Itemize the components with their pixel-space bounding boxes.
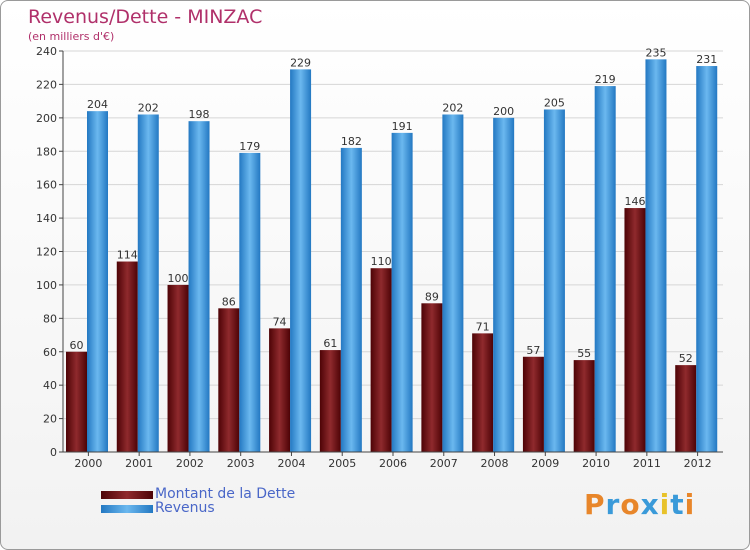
y-tick-label: 100 [36,279,57,292]
x-tick-label: 2010 [582,457,610,470]
data-label-revenus-2003: 179 [239,140,260,153]
bar-debt-2004 [269,328,291,452]
bar-revenus-2002 [188,121,210,453]
data-label-debt-2010: 55 [577,347,591,360]
x-tick-label: 2007 [430,457,458,470]
x-tick-label: 2011 [633,457,661,470]
bar-revenus-2008 [493,117,515,452]
legend-label-revenus: Revenus [155,500,215,516]
data-label-revenus-2011: 235 [645,46,666,59]
data-label-debt-2006: 110 [371,255,392,268]
data-label-debt-2012: 52 [679,352,693,365]
x-tick-label: 2004 [277,457,305,470]
x-tick-label: 2002 [176,457,204,470]
chart-title: Revenus/Dette - MINZAC [28,6,263,28]
y-tick-label: 40 [43,379,57,392]
bar-revenus-2012 [696,66,718,452]
bar-debt-2005 [319,350,341,452]
y-tick-label: 60 [43,346,57,359]
bar-revenus-2011 [645,59,667,453]
legend-swatch-revenus [101,505,153,513]
x-tick-label: 2003 [227,457,255,470]
data-label-revenus-2012: 231 [696,53,717,66]
data-label-debt-2007: 89 [425,290,439,303]
y-tick-label: 180 [36,145,57,158]
bar-debt-2007 [421,303,443,452]
data-label-revenus-2006: 191 [392,120,413,133]
data-label-revenus-2001: 202 [138,101,159,114]
y-tick-label: 0 [50,446,57,459]
data-label-debt-2000: 60 [70,339,84,352]
data-label-revenus-2000: 204 [87,98,108,111]
bar-revenus-2010 [594,86,616,453]
data-label-debt-2002: 100 [168,272,189,285]
x-tick-label: 2012 [684,457,712,470]
y-tick-label: 20 [43,413,57,426]
bar-debt-2001 [116,261,138,452]
bar-debt-2000 [66,351,87,452]
bar-debt-2010 [573,360,595,452]
data-label-debt-2001: 114 [117,249,138,262]
x-tick-label: 2006 [379,457,407,470]
x-tick-label: 2009 [531,457,559,470]
data-label-debt-2009: 57 [526,344,540,357]
x-tick-label: 2005 [328,457,356,470]
x-tick-label: 2001 [125,457,153,470]
logo-letter: i [684,488,696,521]
bar-debt-2006 [370,268,392,452]
bar-debt-2002 [167,284,189,452]
bar-revenus-2003 [239,152,261,452]
x-tick-label: 2008 [481,457,509,470]
y-tick-label: 140 [36,212,57,225]
logo-letter: i [659,488,671,521]
data-label-revenus-2008: 200 [493,105,514,118]
data-label-debt-2005: 61 [323,337,337,350]
data-label-revenus-2005: 182 [341,135,362,148]
data-label-debt-2004: 74 [273,315,287,328]
bar-revenus-2009 [543,109,565,453]
bar-debt-2012 [675,365,697,452]
data-label-revenus-2009: 205 [544,96,565,109]
data-label-revenus-2007: 202 [442,101,463,114]
data-label-debt-2008: 71 [476,320,490,333]
bar-revenus-2007 [442,114,464,452]
logo-letter: t [670,488,685,521]
data-label-debt-2011: 146 [624,195,645,208]
bar-revenus-2000 [87,111,108,453]
logo-letter: x [640,488,660,521]
bar-revenus-2005 [340,147,362,453]
y-tick-label: 160 [36,179,57,192]
logo-letter: P [584,488,606,521]
y-tick-label: 240 [36,45,57,58]
logo-letter: o [620,488,641,521]
bar-debt-2008 [472,333,494,452]
chart-subtitle: (en milliers d'€) [28,30,115,43]
legend-label-debt: Montant de la Dette [155,486,296,502]
data-label-revenus-2002: 198 [189,108,210,121]
bar-debt-2011 [624,208,646,452]
y-tick-label: 80 [43,312,57,325]
bar-debt-2003 [218,308,240,452]
legend-swatch-debt [101,491,153,499]
data-label-revenus-2010: 219 [595,73,616,86]
bar-debt-2009 [522,356,544,452]
y-tick-label: 200 [36,112,57,125]
bar-revenus-2001 [137,114,159,452]
bar-revenus-2004 [290,69,312,453]
x-tick-label: 2000 [74,457,102,470]
logo-letter: r [605,488,621,521]
data-label-revenus-2004: 229 [290,56,311,69]
y-tick-label: 220 [36,78,57,91]
y-tick-label: 120 [36,246,57,259]
data-label-debt-2003: 86 [222,295,236,308]
proxiti-logo: Proxiti [584,488,695,521]
bar-revenus-2006 [391,132,413,452]
